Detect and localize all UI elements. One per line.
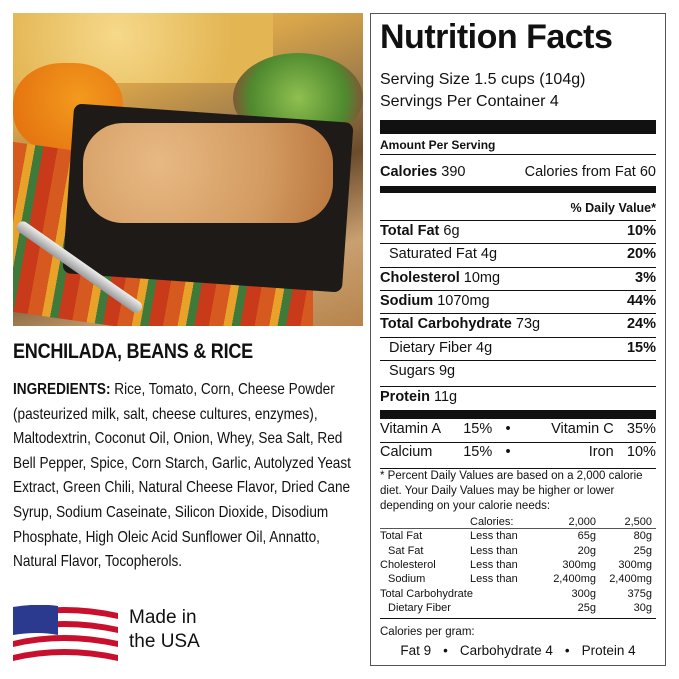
ingredients-label: INGREDIENTS: [13, 381, 111, 398]
table-header: Calories: 2,000 2,500 [380, 515, 656, 530]
table-row: Dietary Fiber 25g 30g [388, 601, 652, 614]
table-row: Total Fat Less than 65g 80g [380, 530, 652, 543]
ingredients: INGREDIENTS: Rice, Tomato, Corn, Cheese … [13, 378, 353, 575]
product-name: ENCHILADA, BEANS & RICE [13, 340, 253, 363]
nutrient-row: Total Carbohydrate 73g 24% [380, 316, 656, 333]
nutrient-row: Sodium 1070mg 44% [380, 292, 656, 309]
servings-per-container: Servings Per Container 4 [380, 93, 559, 110]
table-row: Total Carbohydrate 300g 375g [380, 587, 652, 600]
product-photo [13, 13, 363, 326]
nutrient-row: Sugars 9g [389, 362, 456, 379]
serving-size: Serving Size 1.5 cups (104g) [380, 71, 586, 88]
made-in-usa: Made in the USA [129, 606, 200, 654]
vitamin-row: Vitamin A 15% • Vitamin C 35% [380, 421, 656, 437]
calories-row: Calories 390 Calories from Fat 60 [380, 164, 656, 180]
made-line2: the USA [129, 631, 200, 652]
calories-per-gram: Calories per gram: [380, 626, 475, 638]
made-line1: Made in [129, 607, 197, 628]
ingredients-text: Rice, Tomato, Corn, Cheese Powder (paste… [13, 381, 351, 571]
label-title: Nutrition Facts [380, 18, 613, 56]
table-row: Cholesterol Less than 300mg 300mg [380, 559, 652, 572]
daily-values-table: Calories: 2,000 2,500 Total Fat Less than 65g… [380, 515, 656, 615]
calories-per-gram-values: Fat 9 • Carbohydrate 4 • Protein 4 [400, 643, 636, 658]
nutrient-row: Protein 11g [380, 389, 458, 406]
nutrition-facts-label: Nutrition Facts Serving Size 1.5 cups (1… [370, 13, 666, 666]
amount-per-serving: Amount Per Serving [380, 138, 496, 152]
nutrient-row: Dietary Fiber 4g 15% [389, 339, 656, 356]
nutrient-row: Cholesterol 10mg 3% [380, 269, 656, 286]
nutrient-row: Total Fat 6g 10% [380, 223, 656, 239]
table-row: Sat Fat Less than 20g 25g [388, 544, 652, 557]
table-row: Sodium Less than 2,400mg 2,400mg [388, 573, 652, 586]
vitamin-row: Calcium 15% • Iron 10% [380, 444, 656, 460]
nutrient-row: Saturated Fat 4g 20% [389, 246, 656, 263]
daily-value-header: % Daily Value* [570, 201, 656, 215]
footnote: * Percent Daily Values are based on a 2,… [380, 470, 643, 512]
us-flag-icon [13, 605, 118, 661]
